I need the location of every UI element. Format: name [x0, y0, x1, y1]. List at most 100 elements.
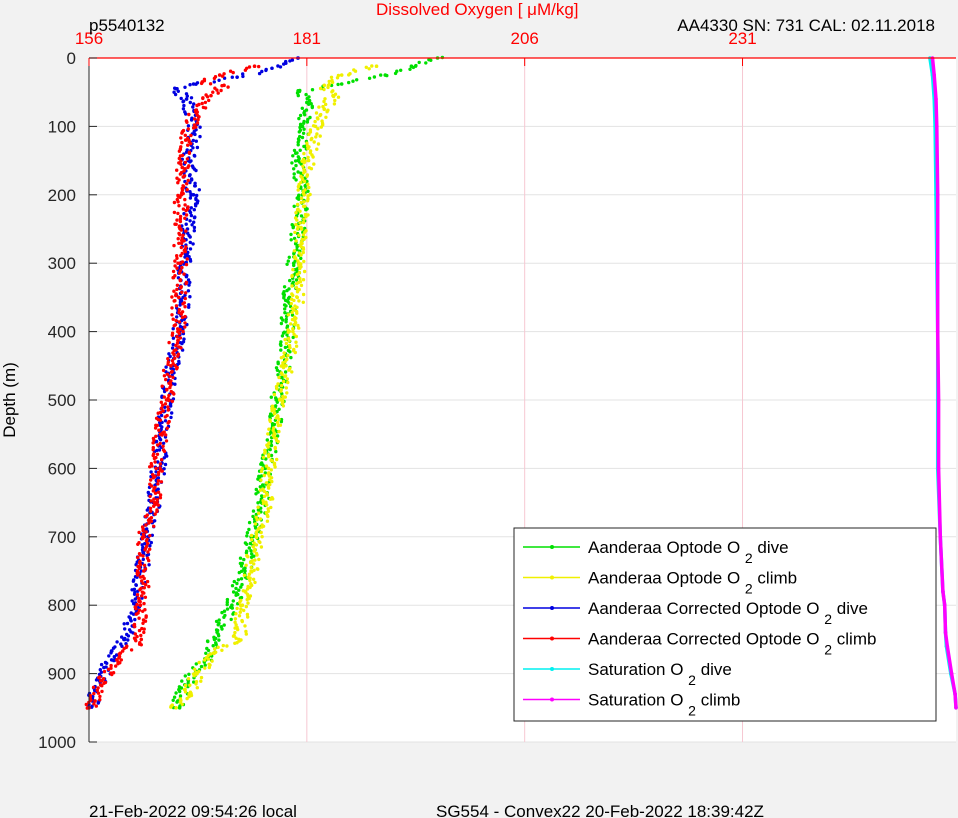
legend-box — [513, 527, 937, 722]
data-point — [121, 649, 125, 653]
data-point — [239, 564, 244, 568]
data-point — [399, 68, 403, 73]
data-point — [138, 575, 143, 579]
data-point — [254, 492, 258, 496]
data-point — [249, 555, 254, 559]
data-point — [173, 264, 177, 268]
data-point — [301, 164, 305, 168]
data-point — [180, 236, 184, 240]
data-point — [161, 403, 165, 407]
data-point — [212, 637, 217, 642]
data-point — [283, 307, 287, 311]
data-point — [250, 552, 254, 556]
data-point — [192, 674, 196, 678]
data-point — [297, 299, 301, 303]
legend-marker — [550, 606, 554, 610]
data-point — [176, 261, 180, 265]
data-point — [276, 373, 280, 377]
data-point — [177, 241, 181, 245]
data-point — [259, 545, 264, 549]
data-point — [302, 193, 307, 197]
y-tick-label: 0 — [67, 49, 76, 68]
y-axis-label: Depth (m) — [0, 362, 19, 438]
data-point — [367, 76, 372, 81]
data-point — [270, 409, 274, 413]
data-point — [243, 569, 247, 573]
data-point — [292, 148, 297, 153]
data-point — [159, 480, 164, 484]
data-point — [190, 178, 194, 182]
data-point — [183, 325, 187, 329]
data-point — [110, 672, 114, 677]
data-point — [145, 541, 150, 546]
data-point — [143, 514, 148, 519]
data-point — [139, 633, 143, 638]
data-point — [199, 675, 204, 680]
data-point — [278, 65, 283, 69]
data-point — [272, 412, 277, 416]
data-point — [303, 230, 307, 234]
data-point — [281, 397, 285, 402]
data-point — [234, 586, 238, 591]
data-point — [188, 83, 192, 87]
data-point — [238, 600, 242, 604]
data-point — [160, 469, 164, 473]
data-point — [195, 145, 200, 150]
data-point — [98, 698, 102, 702]
data-point — [231, 599, 235, 603]
data-point — [155, 443, 160, 447]
legend-label: Aanderaa Corrected Optode O 2 dive — [588, 599, 868, 627]
data-point — [257, 64, 261, 69]
data-point — [178, 233, 182, 237]
data-point — [295, 311, 299, 315]
data-point — [171, 317, 175, 321]
data-point — [279, 356, 284, 360]
data-point — [84, 702, 89, 707]
data-point — [244, 629, 248, 634]
data-point — [302, 179, 307, 184]
data-point — [259, 530, 263, 535]
data-point — [98, 668, 103, 672]
data-point — [107, 654, 111, 658]
data-point — [178, 214, 183, 219]
data-point — [134, 583, 138, 587]
data-point — [301, 233, 306, 237]
data-point — [185, 120, 189, 125]
data-point — [269, 439, 273, 444]
data-point — [176, 354, 180, 358]
data-point — [292, 167, 296, 171]
data-point — [191, 242, 195, 246]
data-point — [298, 209, 302, 213]
data-point — [182, 169, 186, 173]
data-point — [297, 197, 301, 201]
data-point — [287, 255, 291, 259]
data-point — [191, 146, 195, 150]
data-point — [233, 641, 237, 645]
data-point — [294, 178, 298, 182]
data-point — [184, 262, 189, 267]
data-point — [282, 296, 286, 300]
data-point — [299, 200, 303, 205]
data-point — [254, 543, 259, 547]
data-point — [171, 269, 176, 274]
data-point — [299, 227, 304, 231]
data-point — [192, 229, 196, 233]
y-tick-label: 1000 — [38, 733, 76, 752]
data-point — [151, 453, 155, 458]
data-point — [200, 101, 204, 106]
data-point — [135, 602, 139, 607]
data-point — [287, 368, 291, 372]
data-point — [292, 251, 296, 256]
data-point — [147, 563, 151, 567]
data-point — [294, 282, 299, 286]
data-point — [290, 274, 294, 279]
data-point — [143, 548, 147, 552]
data-point — [176, 89, 180, 94]
data-point — [265, 519, 270, 523]
data-point — [254, 535, 259, 539]
data-point — [300, 135, 305, 140]
data-point — [304, 208, 308, 212]
data-point — [100, 684, 104, 688]
data-point — [188, 210, 193, 215]
data-point — [187, 151, 192, 155]
